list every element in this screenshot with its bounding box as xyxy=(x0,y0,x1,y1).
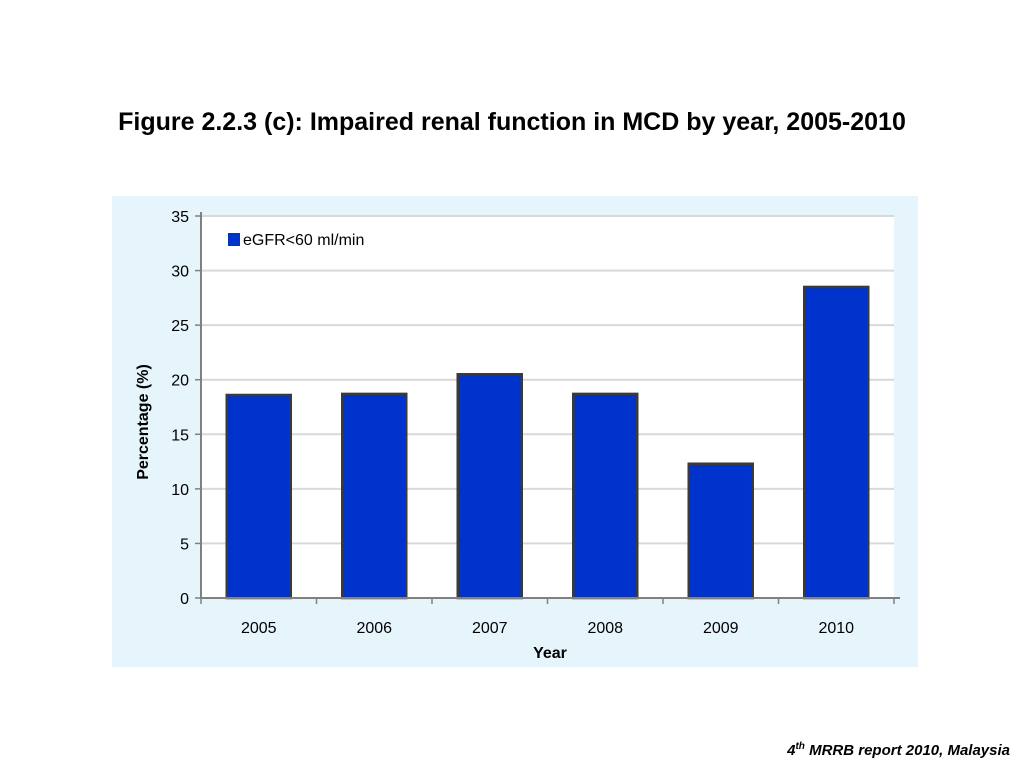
y-tick-label: 15 xyxy=(171,427,189,444)
x-axis-title: Year xyxy=(533,645,567,662)
footnote-text: MRRB report 2010, Malaysia xyxy=(804,742,1010,759)
y-tick-label: 5 xyxy=(180,536,189,553)
y-tick-label: 30 xyxy=(171,264,189,281)
chart-legend: eGFR<60 ml/min xyxy=(228,232,364,249)
y-tick-label: 0 xyxy=(180,591,189,608)
chart-panel: 0 5 10 15 20 25 30 35 2005 2006 2007 2008 2009 2010 e… xyxy=(112,196,918,667)
source-footnote: 4th MRRB report 2010, Malaysia xyxy=(787,741,1010,759)
y-tick-label: 20 xyxy=(171,373,189,390)
legend-label: eGFR<60 ml/min xyxy=(243,232,364,249)
plot-area xyxy=(201,216,894,598)
footnote-superscript: th xyxy=(795,741,805,752)
x-tick-label: 2005 xyxy=(241,620,277,637)
x-tick-label: 2010 xyxy=(818,620,854,637)
bar-2006 xyxy=(341,392,408,600)
y-tick-label: 25 xyxy=(171,318,189,335)
chart-title: Figure 2.2.3 (c): Impaired renal functio… xyxy=(118,108,906,136)
y-tick-label: 10 xyxy=(171,482,189,499)
bar-2008 xyxy=(572,392,639,600)
y-axis-title: Percentage (%) xyxy=(135,364,152,480)
bar-2010 xyxy=(803,285,870,600)
bar-2007 xyxy=(456,373,523,600)
x-tick-label: 2007 xyxy=(472,620,508,637)
bar-2005 xyxy=(225,393,292,600)
footnote-number: 4 xyxy=(787,742,796,759)
x-tick-label: 2009 xyxy=(703,620,739,637)
bar-chart: 0 5 10 15 20 25 30 35 2005 2006 2007 2008 2009 2010 e… xyxy=(135,209,900,662)
x-tick-label: 2008 xyxy=(587,620,623,637)
x-tick-label: 2006 xyxy=(356,620,392,637)
legend-swatch xyxy=(228,233,240,246)
y-tick-label: 35 xyxy=(171,209,189,226)
bar-2009 xyxy=(687,462,754,600)
